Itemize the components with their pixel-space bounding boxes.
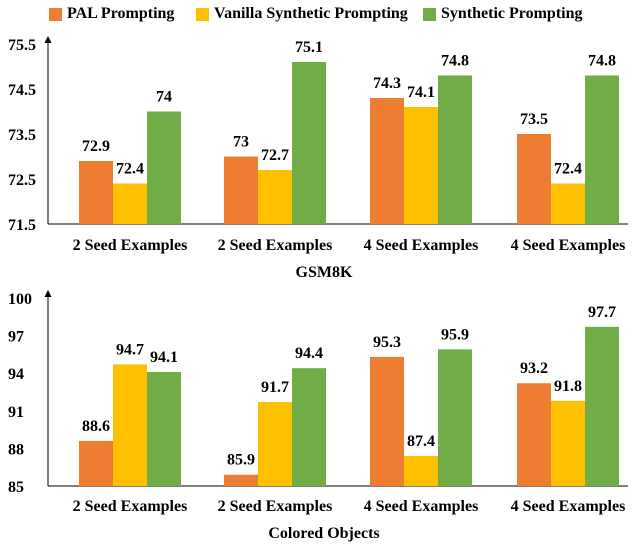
bar [585,75,619,224]
bar [147,371,181,486]
data-label: 93.2 [520,360,548,377]
data-label: 72.9 [82,138,110,155]
bar [517,134,551,224]
x-category-label: 2 Seed Examples [218,498,333,515]
data-label: 73.5 [520,111,548,128]
data-label: 74.8 [588,53,616,70]
y-tick-label: 71.5 [8,217,36,234]
y-axis-arrow [44,290,52,297]
y-tick-label: 74.5 [8,82,36,99]
legend-swatch-synthetic [423,7,436,21]
legend-label-vanilla: Vanilla Synthetic Prompting [214,5,408,22]
bar [551,183,585,224]
y-tick-label: 94 [8,366,24,383]
chart-legend: PAL Prompting Vanilla Synthetic Promptin… [0,0,634,28]
legend-swatch-pal [49,7,62,21]
x-category-label: 2 Seed Examples [73,498,188,515]
data-label: 91.8 [554,378,582,395]
chart-title: GSM8K [296,264,353,281]
y-tick-label: 97 [8,329,24,346]
y-tick-label: 100 [8,291,32,308]
data-label: 75.1 [295,39,323,56]
x-category-label: 4 Seed Examples [511,237,626,254]
bar [258,402,292,486]
data-label: 94.7 [116,341,144,358]
data-label: 94.4 [295,345,323,362]
data-label: 72.7 [261,147,289,164]
bar [438,75,472,224]
bar [370,356,404,486]
bar [404,455,438,486]
bar [292,368,326,486]
y-axis-arrow [44,36,52,43]
data-label: 74.3 [373,75,401,92]
data-label: 97.7 [588,304,616,321]
chart-title: Colored Objects [268,525,379,542]
data-label: 85.9 [227,452,255,469]
legend-label-pal: PAL Prompting [67,5,175,22]
bar [113,364,147,486]
x-category-label: 4 Seed Examples [364,237,479,254]
y-tick-label: 72.5 [8,172,36,189]
y-tick-label: 75.5 [8,37,36,54]
legend-item-synthetic: Synthetic Prompting [423,4,582,24]
legend-item-vanilla: Vanilla Synthetic Prompting [196,4,408,24]
bar [224,474,258,486]
bar [370,98,404,224]
data-label: 94.1 [150,349,178,366]
x-category-label: 4 Seed Examples [511,498,626,515]
bar [147,111,181,224]
y-tick-label: 91 [8,404,24,421]
bar [224,156,258,224]
bar [79,161,113,224]
data-label: 74.8 [441,53,469,70]
legend-swatch-vanilla [196,7,209,21]
legend-label-synthetic: Synthetic Prompting [441,5,583,22]
data-label: 88.6 [82,418,110,435]
data-label: 87.4 [407,433,435,450]
x-category-label: 4 Seed Examples [364,498,479,515]
bar [258,170,292,224]
data-label: 74 [156,89,172,106]
data-label: 95.9 [441,326,469,343]
bar [438,349,472,486]
y-tick-label: 85 [8,479,24,496]
x-category-label: 2 Seed Examples [73,237,188,254]
legend-item-pal: PAL Prompting [49,4,174,24]
data-label: 95.3 [373,334,401,351]
y-tick-label: 73.5 [8,127,36,144]
bar [292,62,326,224]
bar [404,107,438,224]
x-category-label: 2 Seed Examples [218,237,333,254]
bar [113,183,147,224]
data-label: 72.4 [116,161,144,178]
data-label: 73 [233,134,249,151]
bar [585,326,619,486]
data-label: 74.1 [407,84,435,101]
bar [79,440,113,486]
bar [517,383,551,486]
data-label: 72.4 [554,161,582,178]
data-label: 91.7 [261,379,289,396]
y-tick-label: 88 [8,441,24,458]
bar [551,400,585,486]
